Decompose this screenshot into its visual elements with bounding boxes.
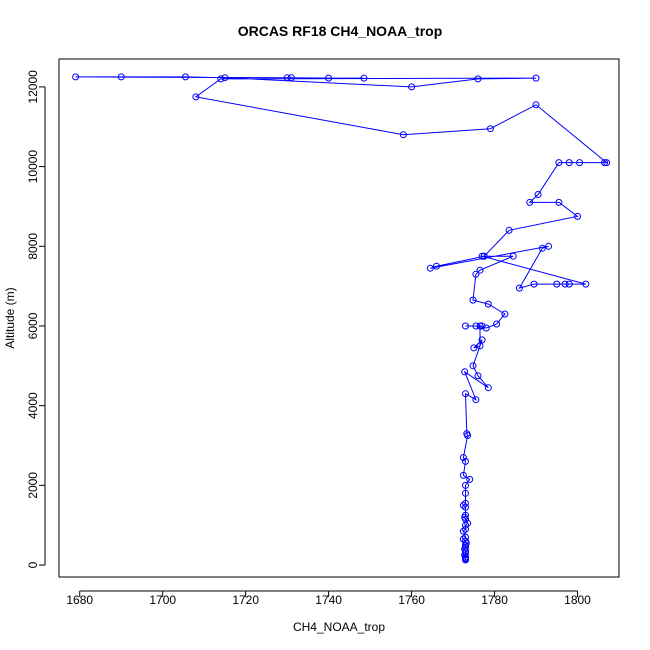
data-point: [283, 74, 291, 82]
x-axis-label: CH4_NOAA_trop: [293, 620, 385, 634]
data-point: [433, 262, 440, 270]
series-line: [75, 76, 608, 560]
data-point: [565, 280, 573, 288]
data-point: [478, 252, 486, 260]
data-point: [482, 324, 490, 332]
data-point: [538, 244, 546, 252]
y-tick-label: 8000: [26, 233, 40, 260]
data-point: [553, 280, 561, 288]
data-point: [462, 525, 469, 533]
data-point: [217, 75, 225, 83]
data-point: [534, 191, 542, 198]
data-point: [493, 320, 501, 328]
data-point: [459, 535, 467, 543]
data-point: [545, 242, 552, 250]
data-point: [462, 322, 469, 330]
data-point: [480, 252, 488, 260]
data-point: [462, 390, 469, 398]
data-point: [478, 336, 486, 344]
data-point: [399, 131, 407, 139]
data-point: [459, 527, 467, 535]
data-point: [360, 74, 368, 82]
data-point: [459, 454, 467, 461]
data-point: [462, 499, 469, 507]
data-point: [476, 266, 484, 274]
y-axis-label: Altitude (m): [3, 287, 17, 348]
data-point: [462, 457, 469, 465]
data-point: [72, 73, 80, 81]
x-axis: 1680 1700 1720 1740 1760 1780 1800: [66, 590, 591, 607]
data-point: [561, 280, 569, 288]
data-point: [472, 270, 480, 278]
data-point: [192, 93, 200, 101]
data-point: [472, 322, 480, 330]
data-point: [408, 83, 416, 91]
data-point: [532, 74, 540, 82]
data-point: [476, 342, 484, 350]
chart-title: ORCAS RF18 CH4_NOAA_trop: [238, 23, 443, 39]
data-point: [574, 212, 581, 220]
data-point: [509, 252, 517, 260]
data-point: [601, 159, 608, 167]
data-point: [182, 73, 189, 81]
x-tick-label: 1800: [564, 593, 591, 607]
data-point: [476, 322, 484, 330]
data-point: [221, 74, 229, 82]
x-tick-label: 1760: [398, 593, 425, 607]
data-point: [576, 159, 584, 167]
y-tick-label: 12000: [26, 70, 40, 104]
data-point: [466, 475, 474, 483]
x-tick-label: 1740: [315, 593, 342, 607]
data-point: [463, 430, 471, 438]
data-point: [464, 519, 472, 527]
y-tick-label: 6000: [26, 312, 40, 339]
data-point: [117, 73, 125, 81]
data-point: [565, 159, 573, 167]
data-point: [469, 362, 477, 370]
data-point: [555, 198, 563, 206]
data-point: [426, 264, 434, 272]
data-point: [469, 296, 477, 304]
x-tick-label: 1720: [232, 593, 259, 607]
y-tick-label: 0: [26, 561, 40, 568]
x-tick-label: 1780: [481, 593, 508, 607]
data-point: [462, 533, 469, 541]
data-point: [526, 198, 534, 206]
data-point: [462, 489, 469, 497]
data-point: [532, 101, 540, 109]
data-point: [472, 396, 480, 404]
data-point: [462, 503, 469, 511]
y-tick-label: 2000: [26, 472, 40, 499]
data-point: [462, 537, 469, 545]
x-tick-label: 1680: [66, 593, 93, 607]
data-point: [486, 125, 494, 133]
data-point: [474, 372, 482, 380]
y-axis: 0 2000 4000 6000 8000 10000 12000: [26, 70, 46, 568]
data-point: [462, 511, 469, 519]
data-point: [530, 280, 538, 288]
data-point: [474, 75, 482, 83]
data-point: [470, 344, 478, 352]
plot-frame: [58, 58, 620, 578]
data-point: [461, 368, 469, 376]
data-point: [555, 159, 563, 167]
data-point: [484, 300, 492, 308]
y-tick-label: 10000: [26, 150, 40, 184]
data-point: [582, 280, 590, 288]
data-point: [484, 384, 492, 392]
series-layer: [72, 73, 611, 564]
data-point: [603, 159, 611, 167]
data-point: [459, 501, 467, 509]
data-point: [462, 481, 469, 489]
data-point: [501, 310, 509, 318]
y-tick-label: 4000: [26, 392, 40, 419]
data-point: [325, 74, 333, 82]
data-point: [515, 284, 523, 292]
data-point: [287, 74, 295, 82]
x-tick-label: 1700: [149, 593, 176, 607]
data-point: [459, 471, 467, 479]
data-point: [505, 226, 513, 234]
